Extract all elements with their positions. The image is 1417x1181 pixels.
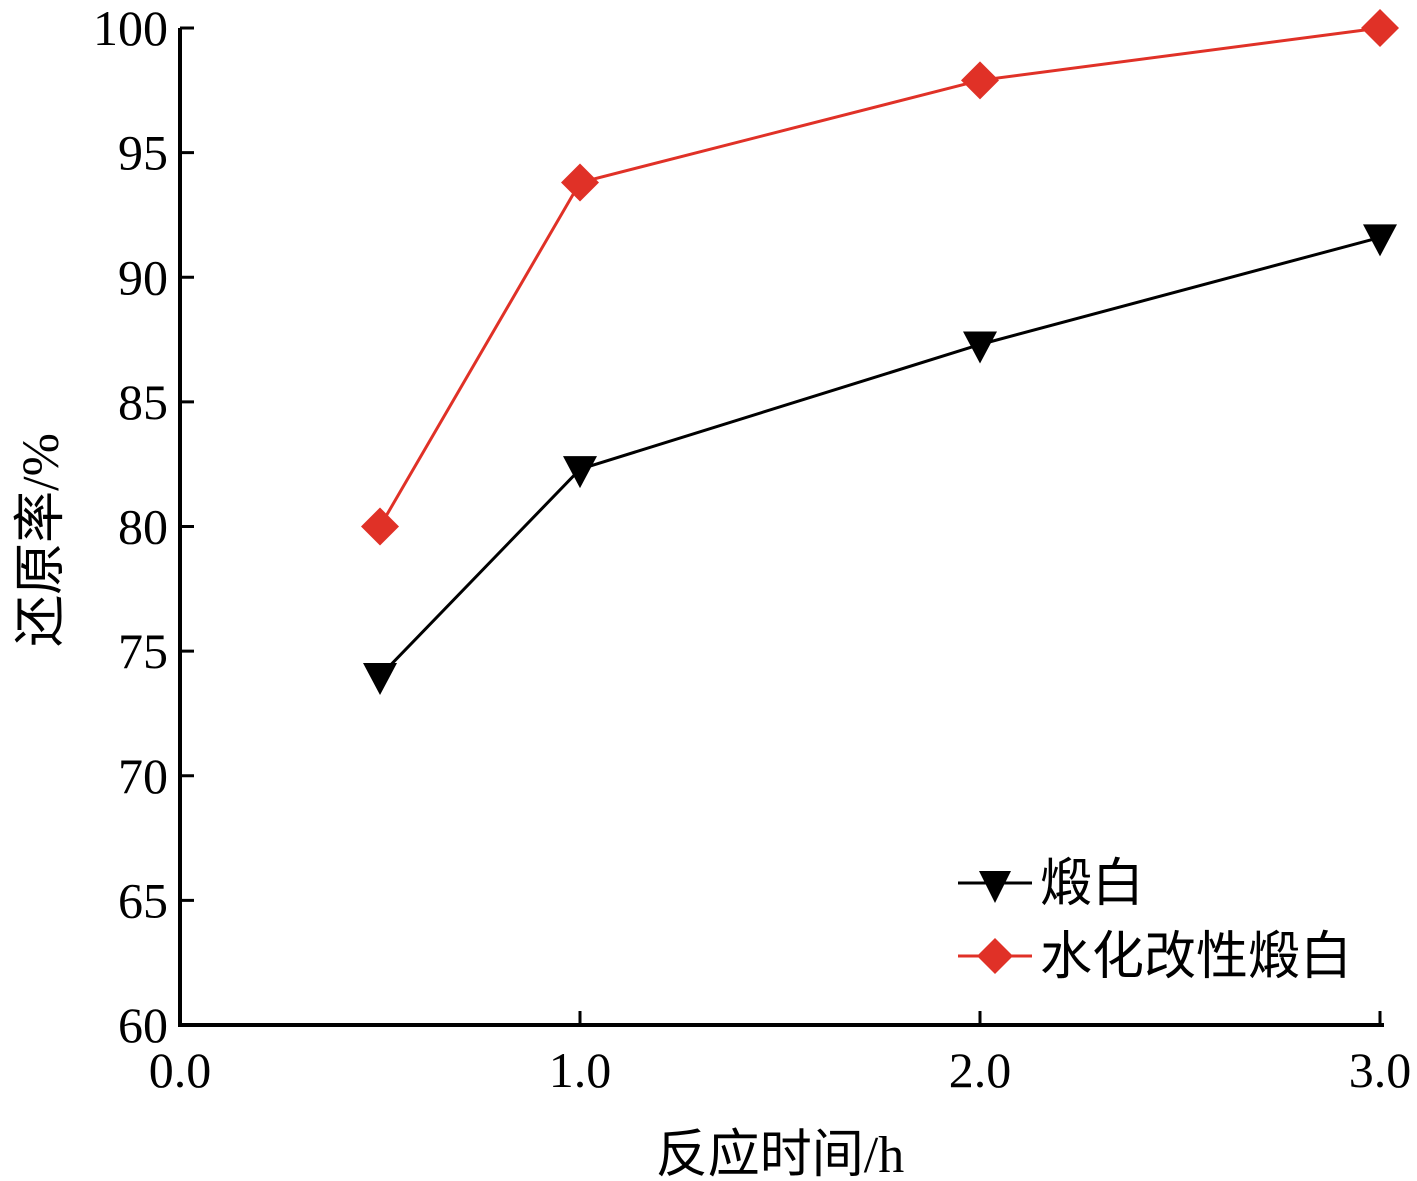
legend: 煅白 水化改性煅白 <box>958 856 1352 986</box>
legend-label-0: 煅白 <box>1040 856 1144 913</box>
legend-marker-0 <box>979 871 1011 903</box>
y-ticks: 60 65 70 75 80 85 90 95 100 <box>93 0 194 1053</box>
y-tick-label: 70 <box>118 748 168 804</box>
x-tick-label: 0.0 <box>149 1042 212 1098</box>
series-line-0 <box>378 235 1381 678</box>
legend-marker-1 <box>977 938 1013 974</box>
x-tick-label: 1.0 <box>549 1042 612 1098</box>
legend-label-1: 水化改性煅白 <box>1040 929 1352 986</box>
series-0-point <box>563 456 597 489</box>
series-1-point <box>361 507 399 546</box>
legend-item-0: 煅白 <box>958 856 1144 913</box>
y-tick-label: 90 <box>118 249 168 305</box>
series-1-point <box>961 61 999 100</box>
y-tick-label: 60 <box>118 997 168 1053</box>
x-ticks: 0.0 1.0 2.0 3.0 <box>149 1011 1412 1098</box>
y-tick-label: 85 <box>118 374 168 430</box>
markers <box>361 9 1399 696</box>
y-tick-label: 100 <box>93 0 168 56</box>
axes <box>178 28 1384 1027</box>
series-line-1 <box>378 26 1381 528</box>
y-axis-title: 还原率/% <box>13 433 70 647</box>
y-tick-label: 80 <box>118 499 168 555</box>
series-1-point <box>1361 9 1399 47</box>
y-tick-label: 75 <box>118 623 168 679</box>
series-0-point <box>363 663 397 696</box>
plot-lines <box>378 26 1381 678</box>
x-axis-title: 反应时间/h <box>656 1127 904 1181</box>
series-0-point <box>1363 224 1397 257</box>
x-tick-label: 2.0 <box>949 1042 1012 1098</box>
y-tick-label: 65 <box>118 872 168 928</box>
series-0-point <box>963 331 997 364</box>
legend-item-1: 水化改性煅白 <box>958 929 1352 986</box>
x-tick-label: 3.0 <box>1349 1042 1412 1098</box>
y-tick-label: 95 <box>118 125 168 181</box>
series-1-point <box>561 163 599 202</box>
